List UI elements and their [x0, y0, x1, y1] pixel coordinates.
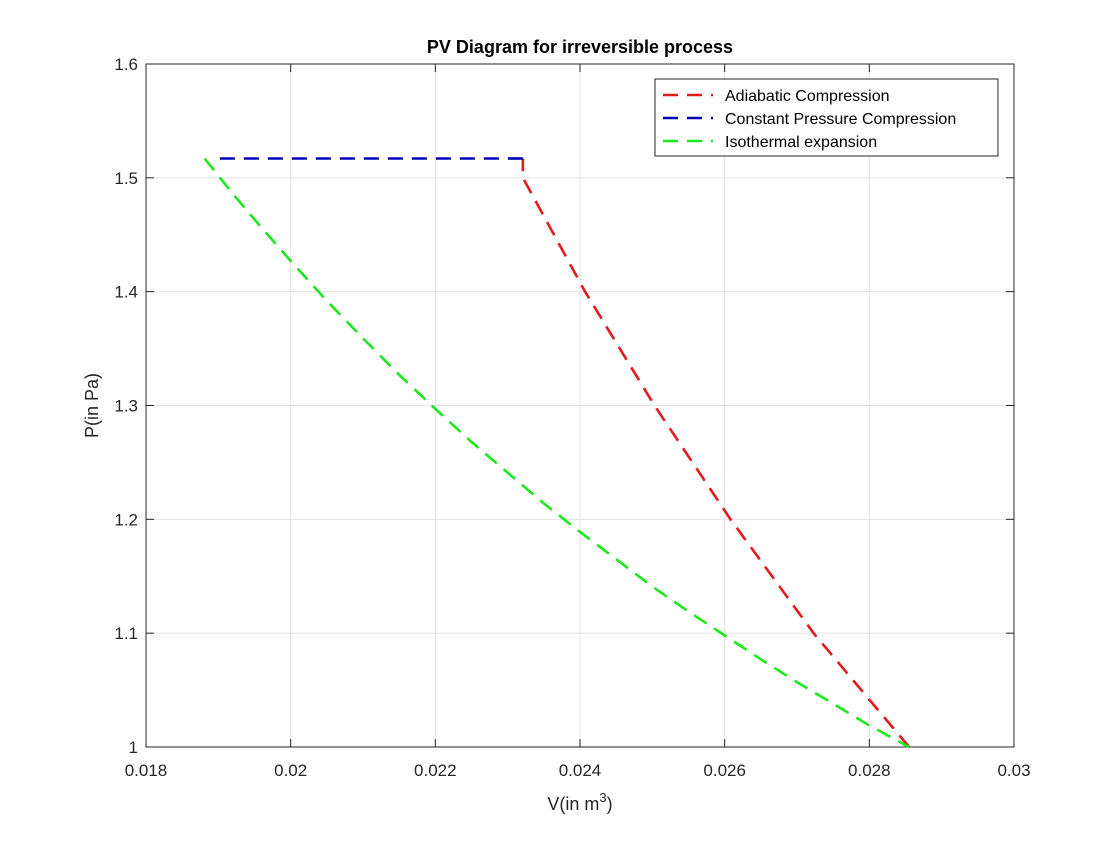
- y-tick-label: 1: [129, 738, 138, 757]
- series-lines: [203, 157, 911, 749]
- y-tick-label: 1.2: [114, 510, 138, 529]
- y-tick-label: 1.6: [114, 55, 138, 74]
- legend-label-0: Adiabatic Compression: [725, 88, 890, 105]
- x-axis-label-main: V(in m: [547, 794, 599, 814]
- y-tick-label: 1.1: [114, 624, 138, 643]
- x-axis-label-superscript: 3: [599, 790, 606, 805]
- x-tick-label: 0.022: [414, 761, 457, 780]
- legend: Adiabatic Compression Constant Pressure C…: [654, 78, 999, 157]
- x-axis-label: V(in m3): [547, 790, 612, 814]
- x-tick-label: 0.028: [848, 761, 891, 780]
- x-tick-label: 0.026: [703, 761, 746, 780]
- y-tick-label: 1.3: [114, 397, 138, 416]
- y-tick-label: 1.5: [114, 169, 138, 188]
- x-tick-label: 0.02: [274, 761, 307, 780]
- series-line-2: [203, 157, 910, 749]
- legend-label-2: Isothermal expansion: [725, 134, 877, 151]
- series-line-0: [521, 158, 911, 748]
- x-tick-label: 0.024: [559, 761, 602, 780]
- x-axis-label-close: ): [607, 794, 613, 814]
- chart-title: PV Diagram for irreversible process: [427, 37, 733, 57]
- axis-ticks: 0.018 0.02 0.022 0.024 0.026 0.028 0.03 1 1.1 1.2…: [114, 55, 1030, 780]
- x-tick-label: 0.03: [997, 761, 1030, 780]
- y-tick-label: 1.4: [114, 283, 138, 302]
- legend-label-1: Constant Pressure Compression: [725, 111, 956, 128]
- x-tick-label: 0.018: [125, 761, 168, 780]
- y-axis-label: P(in Pa): [82, 373, 102, 438]
